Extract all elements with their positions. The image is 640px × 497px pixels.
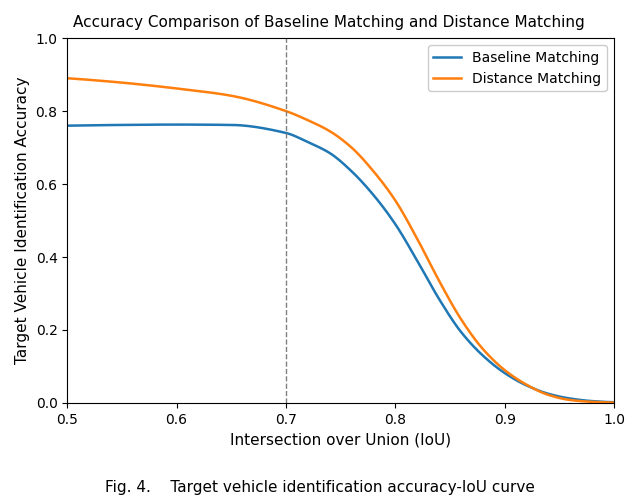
Distance Matching [610,400,618,406]
Line: Distance Matching: Distance Matching [67,78,614,403]
Distance Matching [500,366,508,372]
Baseline Matching [285,131,292,137]
Baseline Matching [440,303,447,309]
Text: Fig. 4.    Target vehicle identification accuracy-IoU curve: Fig. 4. Target vehicle identification ac… [105,480,535,495]
Baseline Matching [305,140,312,146]
Distance Matching [285,109,292,115]
Distance Matching [63,75,71,81]
X-axis label: Intersection over Union (IoU): Intersection over Union (IoU) [230,432,451,447]
Line: Baseline Matching: Baseline Matching [67,125,614,402]
Baseline Matching [173,122,180,128]
Baseline Matching [490,362,498,368]
Distance Matching [304,117,312,123]
Distance Matching [119,80,127,85]
Baseline Matching [119,122,127,128]
Distance Matching [490,357,497,363]
Text: Accuracy Comparison of Baseline Matching and Distance Matching: Accuracy Comparison of Baseline Matching… [73,15,584,30]
Baseline Matching [500,370,508,376]
Legend: Baseline Matching, Distance Matching: Baseline Matching, Distance Matching [428,45,607,91]
Distance Matching [439,284,447,290]
Baseline Matching [610,399,618,405]
Baseline Matching [63,123,71,129]
Y-axis label: Target Vehicle Identification Accuracy: Target Vehicle Identification Accuracy [15,77,30,364]
